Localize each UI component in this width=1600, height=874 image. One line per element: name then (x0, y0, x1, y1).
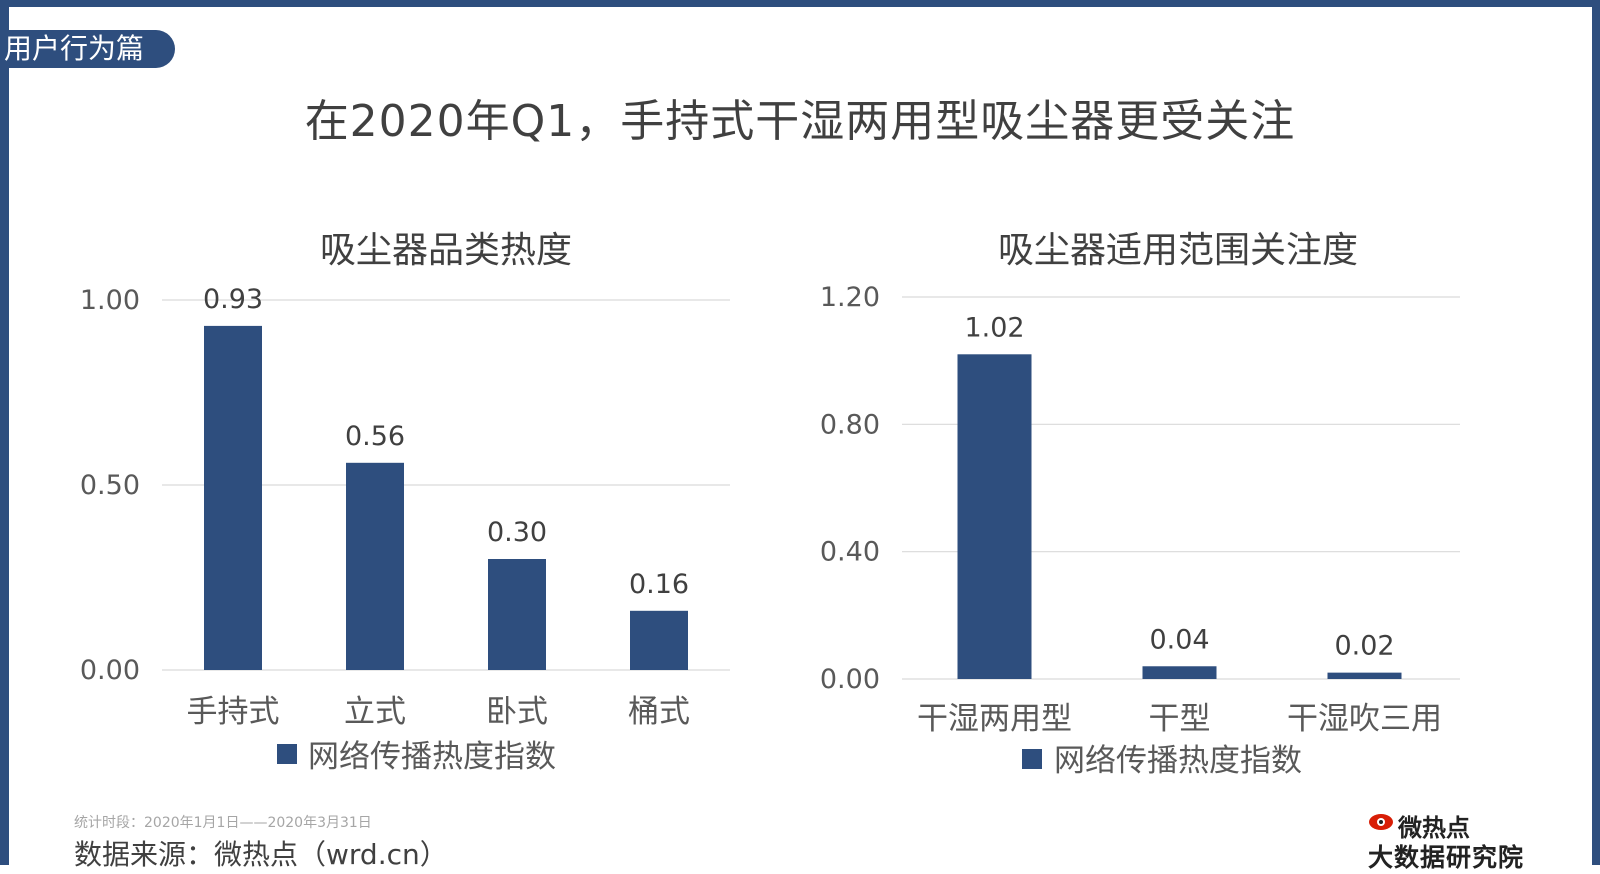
chart1-category-label-2: 立式 (344, 694, 406, 730)
period-note: 统计时段：2020年1月1日——2020年3月31日 (74, 815, 372, 831)
chart1-bar-2 (346, 462, 404, 670)
source-note: 数据来源：微热点（wrd.cn） (74, 838, 448, 871)
chart2-title: 吸尘器适用范围关注度 (998, 230, 1358, 271)
chart2-legend-label: 网络传播热度指数 (1054, 743, 1302, 779)
chart2-category-label-1: 干湿两用型 (917, 701, 1072, 737)
chart1-ytick-label: 0.00 (80, 655, 140, 686)
chart1-bar-4 (630, 610, 688, 670)
chart2-data-label-1: 1.02 (964, 312, 1024, 343)
chart2-ytick-label: 0.80 (820, 409, 880, 440)
frame-right-border (1592, 0, 1600, 865)
chart2-bar-1 (957, 354, 1032, 679)
chart2-category-label-2: 干型 (1149, 701, 1211, 737)
section-tab: 用户行为篇 (0, 30, 175, 68)
eye-icon (1369, 814, 1393, 830)
chart2-ytick-label: 0.00 (820, 664, 880, 695)
page-title: 在2020年Q1，手持式干湿两用型吸尘器更受关注 (304, 96, 1296, 147)
chart1-ytick-label: 0.50 (80, 470, 140, 501)
logo-line1: 微热点 (1398, 814, 1470, 842)
chart1-category-label-4: 桶式 (628, 694, 690, 730)
chart2-bar-3 (1327, 672, 1402, 679)
chart1-data-label-1: 0.93 (203, 284, 263, 315)
chart2-legend-swatch (1022, 749, 1042, 769)
chart2-bar-2 (1142, 666, 1217, 679)
brand-logo: 微热点 大数据研究院 (1368, 808, 1548, 872)
chart1-bar-3 (488, 559, 546, 670)
frame-top-border (0, 0, 1600, 7)
chart2-data-label-3: 0.02 (1334, 631, 1394, 662)
chart1-category-label-1: 手持式 (187, 694, 280, 730)
chart1-ytick-label: 1.00 (80, 285, 140, 316)
chart1-legend-label: 网络传播热度指数 (308, 739, 556, 775)
chart2-data-label-2: 0.04 (1149, 624, 1209, 655)
chart1-category-label-3: 卧式 (486, 694, 548, 730)
chart2-ytick-label: 0.40 (820, 537, 880, 568)
chart1-data-label-4: 0.16 (629, 569, 689, 600)
chart1-title: 吸尘器品类热度 (320, 230, 572, 271)
chart1-data-label-3: 0.30 (487, 517, 547, 548)
logo-line2: 大数据研究院 (1368, 843, 1525, 872)
chart2-ytick-label: 1.20 (820, 282, 880, 313)
chart1-data-label-2: 0.56 (345, 421, 405, 452)
chart1-bar-1 (204, 325, 262, 670)
chart1-legend-swatch (277, 744, 297, 764)
chart2-category-label-3: 干湿吹三用 (1287, 701, 1442, 737)
frame-left-border (0, 0, 9, 865)
